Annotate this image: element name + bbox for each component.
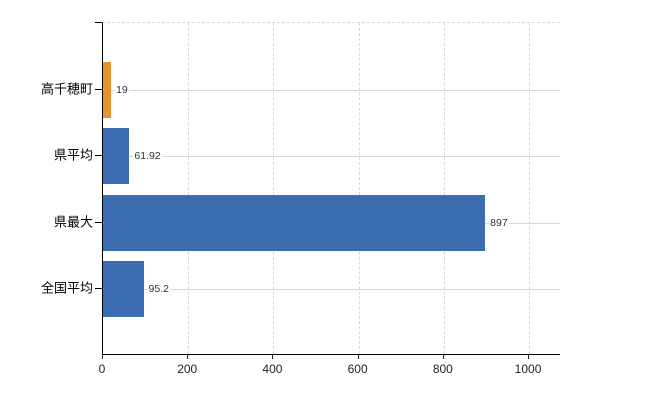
bar-高千穂町	[103, 61, 112, 118]
vertical-gridline	[443, 23, 445, 354]
value-label: 95.2	[147, 283, 170, 296]
value-label: 19	[115, 83, 129, 96]
x-axis-tick-label: 0	[98, 362, 106, 376]
y-axis-tick	[95, 288, 102, 290]
category-label: 高千穂町	[40, 81, 93, 97]
value-label: 897	[489, 216, 509, 229]
category-label: 全国平均	[40, 280, 93, 296]
x-axis-tick	[442, 355, 444, 359]
x-axis-tick	[102, 355, 103, 359]
vertical-gridline	[188, 23, 190, 354]
bar-全国平均	[103, 261, 144, 318]
category-label: 県最大	[53, 214, 93, 230]
horizontal-gridline	[103, 289, 560, 291]
x-axis-tick-label: 800	[432, 362, 453, 376]
y-axis-tick	[95, 155, 102, 157]
x-axis-tick	[357, 355, 359, 359]
y-axis-tick	[95, 221, 102, 223]
x-axis-tick	[272, 355, 274, 359]
x-axis-tick-label: 400	[262, 362, 283, 376]
x-axis-tick-label: 1000	[514, 362, 542, 376]
vertical-gridline	[529, 23, 531, 354]
horizontal-gridline	[103, 89, 560, 91]
horizontal-gridline	[103, 156, 560, 158]
vertical-gridline	[273, 23, 275, 354]
vertical-gridline	[358, 23, 360, 354]
category-label: 県平均	[53, 147, 93, 163]
x-axis-tick-label: 200	[177, 362, 198, 376]
y-axis-top-tick	[95, 22, 102, 23]
y-axis-tick	[95, 88, 102, 90]
bar-県最大	[103, 194, 486, 251]
bar-県平均	[103, 128, 130, 185]
x-axis-tick	[528, 355, 530, 359]
value-label: 61.92	[133, 149, 162, 162]
x-axis-tick	[187, 355, 189, 359]
x-axis-tick-label: 600	[347, 362, 368, 376]
plot-area: 19 61.92 897 95.2	[102, 22, 560, 355]
